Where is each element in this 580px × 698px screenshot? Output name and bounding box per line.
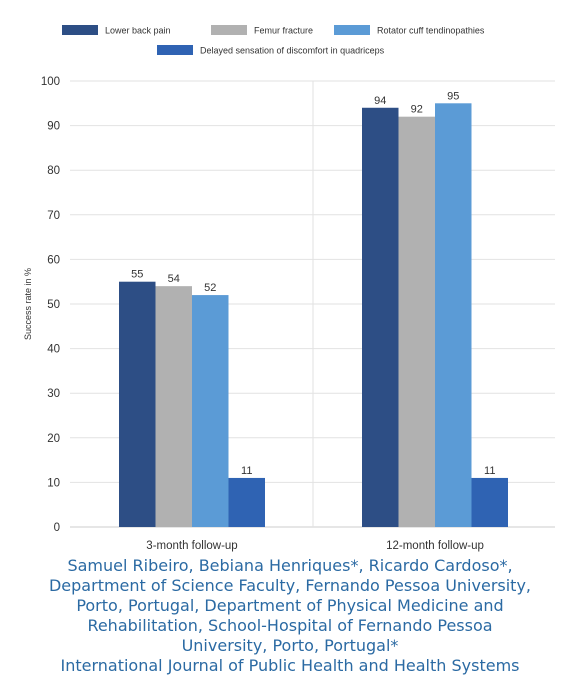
y-axis-label: Success rate in % — [23, 268, 33, 340]
bar — [155, 286, 192, 527]
caption-line: Rehabilitation, School-Hospital of Ferna… — [87, 616, 493, 635]
legend-swatch — [157, 45, 193, 55]
x-axis: 3-month follow-up 12-month follow-up — [146, 540, 484, 552]
data-label: 11 — [484, 465, 495, 477]
legend-swatch — [334, 25, 370, 35]
legend: Lower back pain Femur fracture Rotator cuf… — [62, 25, 485, 56]
y-tick-label: 50 — [47, 299, 60, 311]
caption-line: Samuel Ribeiro, Bebiana Henriques*, Rica… — [67, 556, 513, 575]
y-tick-label: 60 — [47, 254, 60, 266]
bar — [435, 103, 472, 528]
caption-line: Department of Science Faculty, Fernando … — [48, 576, 531, 595]
legend-swatch — [211, 25, 247, 35]
data-label: 54 — [168, 273, 180, 285]
caption-line: University, Porto, Portugal* — [181, 636, 399, 655]
y-tick-label: 70 — [47, 210, 60, 222]
y-tick-label: 0 — [54, 522, 60, 534]
data-label: 92 — [411, 104, 423, 116]
y-tick-label: 20 — [47, 433, 60, 445]
bar — [192, 295, 229, 527]
data-label: 95 — [447, 90, 459, 102]
data-label: 11 — [241, 465, 252, 477]
bar — [228, 477, 265, 527]
legend-label: Lower back pain — [105, 26, 171, 36]
bar — [471, 477, 508, 527]
x-tick-label: 12-month follow-up — [386, 540, 484, 552]
bars — [119, 103, 508, 528]
bar — [398, 116, 435, 528]
data-label: 52 — [204, 282, 216, 294]
legend-label: Delayed sensation of discomfort in quadr… — [200, 46, 385, 56]
y-tick-label: 100 — [41, 76, 60, 88]
caption-line: Porto, Portugal, Department of Physical … — [76, 596, 504, 615]
caption-line: International Journal of Public Health a… — [60, 656, 520, 675]
legend-label: Rotator cuff tendinopathies — [377, 26, 485, 36]
x-tick-label: 3-month follow-up — [146, 540, 237, 552]
y-tick-label: 30 — [47, 388, 60, 400]
legend-swatch — [62, 25, 98, 35]
bar — [119, 281, 156, 527]
data-label: 94 — [374, 95, 386, 107]
data-labels: 55 54 52 11 94 92 95 11 — [131, 90, 495, 477]
source-caption: Samuel Ribeiro, Bebiana Henriques*, Rica… — [0, 556, 580, 676]
y-tick-label: 10 — [47, 477, 60, 489]
y-tick-label: 90 — [47, 121, 60, 133]
y-tick-label: 40 — [47, 344, 60, 356]
y-tick-label: 80 — [47, 165, 60, 177]
bar-chart: Lower back pain Femur fracture Rotator cuf… — [23, 25, 555, 552]
y-axis: 0 10 20 30 40 50 60 70 80 90 100 — [41, 76, 60, 534]
data-label: 55 — [131, 269, 143, 281]
legend-label: Femur fracture — [254, 26, 313, 36]
bar — [362, 107, 399, 527]
